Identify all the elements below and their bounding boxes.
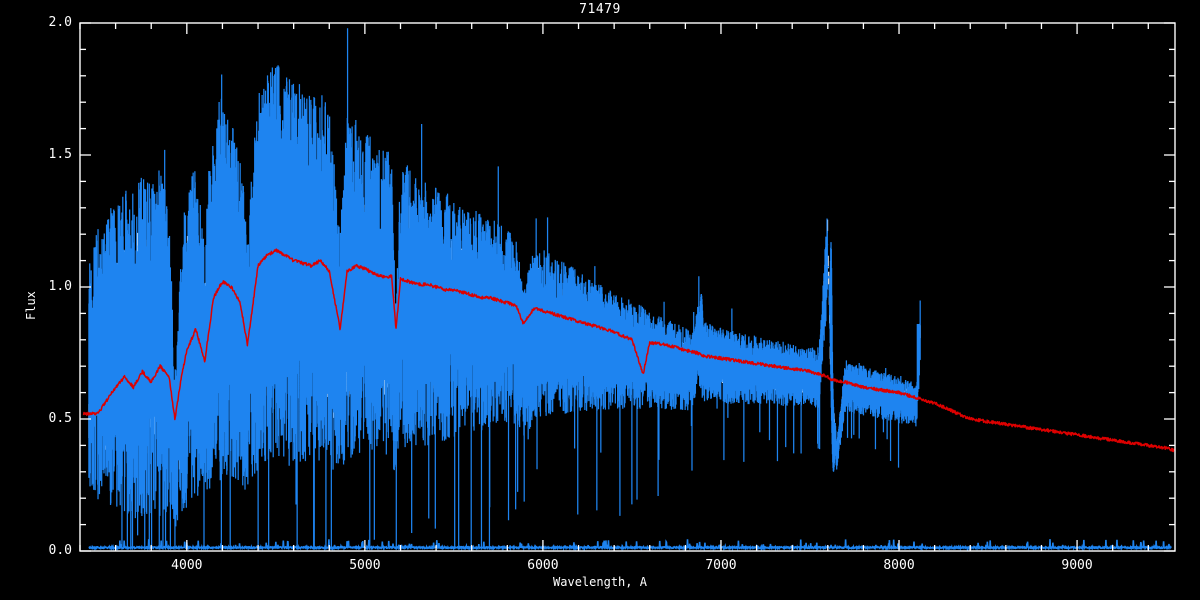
- plot-title: 71479: [579, 2, 621, 17]
- x-tick-label: 5000: [349, 558, 381, 573]
- x-tick-label: 8000: [883, 558, 915, 573]
- x-tick-label: 4000: [171, 558, 203, 573]
- x-tick-label: 7000: [705, 558, 737, 573]
- x-tick-label: 6000: [527, 558, 559, 573]
- x-tick-label: 9000: [1061, 558, 1093, 573]
- axis-frame: [79, 22, 1176, 552]
- model-spectrum-trace: [82, 248, 1176, 453]
- y-tick-label: 1.5: [48, 147, 72, 162]
- y-tick-label: 0.0: [48, 543, 72, 558]
- error-array-trace: [88, 539, 1172, 552]
- y-tick-label: 2.0: [48, 15, 72, 30]
- observed-spectrum-trace: [88, 28, 921, 550]
- y-tick-label: 1.0: [48, 279, 72, 294]
- x-axis-label: Wavelength, A: [553, 575, 647, 589]
- y-tick-label: 0.5: [48, 411, 72, 426]
